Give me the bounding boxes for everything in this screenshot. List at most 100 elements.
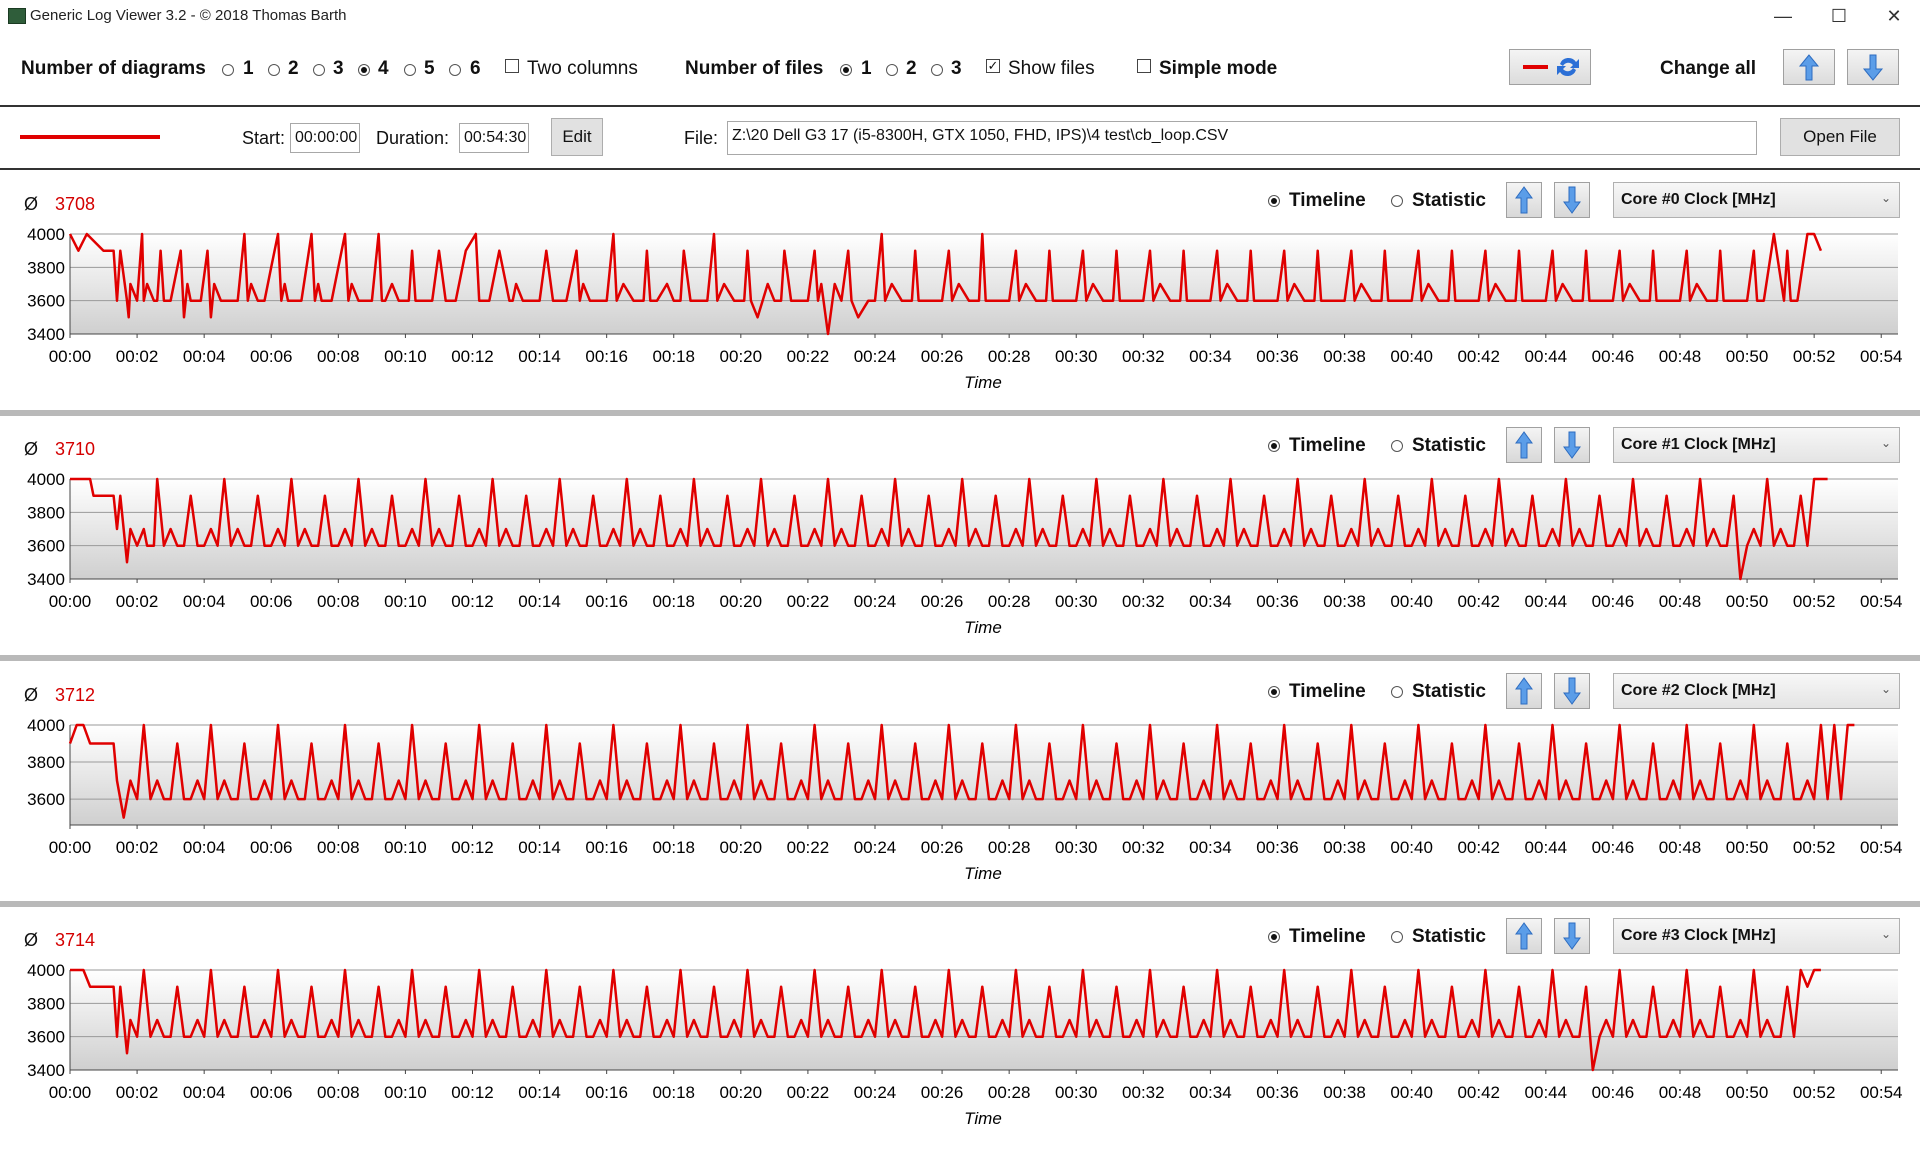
timeline-chart[interactable]: 3400 3600 3800 4000 00:00 00:02 00:04 00:06 00:0… [0, 958, 1920, 1154]
x-tick-label: 00:00 [49, 838, 92, 857]
x-tick-label: 00:28 [988, 1083, 1031, 1102]
x-tick-label: 00:42 [1457, 1083, 1500, 1102]
timeline-radio[interactable] [1268, 686, 1280, 698]
files-radio-2[interactable] [886, 64, 898, 76]
panel-separator[interactable] [0, 410, 1920, 416]
statistic-radio[interactable] [1391, 686, 1403, 698]
move-diagram-up-button[interactable] [1506, 427, 1542, 463]
x-tick-label: 00:44 [1525, 592, 1568, 611]
x-tick-label: 00:04 [183, 592, 226, 611]
diagrams-radio-5[interactable] [404, 64, 416, 76]
file-path-field[interactable]: Z:\20 Dell G3 17 (i5-8300H, GTX 1050, FH… [727, 121, 1757, 155]
move-diagram-up-button[interactable] [1506, 182, 1542, 218]
simple-mode-checkbox[interactable] [1137, 59, 1151, 73]
statistic-radio[interactable] [1391, 440, 1403, 452]
timeline-chart[interactable]: 3400 3600 3800 4000 00:00 00:02 00:04 00:06 00:0… [0, 467, 1920, 663]
x-tick-label: 00:46 [1592, 838, 1635, 857]
arrow-down-icon [1563, 677, 1581, 705]
show-files-checkbox[interactable]: ✓ [986, 58, 1000, 73]
x-tick-label: 00:26 [921, 592, 964, 611]
timeline-chart[interactable]: 3600 3800 4000 00:00 00:02 00:04 00:06 00:08 00:… [0, 713, 1920, 909]
files-radio-3[interactable] [931, 64, 943, 76]
diagrams-radio-3[interactable] [313, 64, 325, 76]
diagrams-radio-4[interactable] [358, 64, 370, 76]
move-diagram-down-button[interactable] [1554, 427, 1590, 463]
panel-separator[interactable] [0, 655, 1920, 661]
x-tick-label: 00:42 [1457, 592, 1500, 611]
files-radio-1[interactable] [840, 64, 852, 76]
arrow-down-icon [1563, 431, 1581, 459]
duration-field[interactable]: 00:54:30 [459, 123, 529, 153]
x-tick-label: 00:40 [1390, 347, 1433, 366]
x-tick-label: 00:32 [1122, 347, 1165, 366]
series-dropdown[interactable]: Core #3 Clock [MHz] ⌄ [1613, 918, 1900, 954]
minimize-button[interactable]: — [1774, 6, 1792, 26]
series-line [68, 232, 1823, 336]
timeline-radio[interactable] [1268, 931, 1280, 943]
diagrams-radio-1[interactable] [222, 64, 234, 76]
swap-color-button[interactable] [1509, 49, 1591, 85]
statistic-radio[interactable] [1391, 195, 1403, 207]
series-line [70, 477, 1828, 581]
move-all-down-button[interactable] [1847, 49, 1899, 85]
move-diagram-up-button[interactable] [1506, 673, 1542, 709]
number-of-files-label: Number of files [685, 58, 824, 79]
x-tick-label: 00:08 [317, 592, 360, 611]
timeline-radio[interactable] [1268, 440, 1280, 452]
y-tick-label: 3400 [27, 570, 65, 589]
maximize-button[interactable]: ☐ [1830, 6, 1848, 26]
x-tick-label: 00:44 [1525, 347, 1568, 366]
x-tick-label: 00:06 [250, 838, 293, 857]
move-diagram-down-button[interactable] [1554, 182, 1590, 218]
x-tick-label: 00:18 [652, 1083, 695, 1102]
x-tick-label: 00:18 [652, 592, 695, 611]
average-symbol: Ø [24, 439, 39, 459]
average-value: 3712 [55, 685, 96, 705]
diagrams-radio-6[interactable] [449, 64, 461, 76]
start-field[interactable]: 00:00:00 [290, 123, 360, 153]
chevron-down-icon: ⌄ [1880, 436, 1891, 450]
x-tick-label: 00:14 [518, 347, 561, 366]
y-tick-label: 4000 [27, 225, 65, 244]
x-tick-label: 00:08 [317, 838, 360, 857]
statistic-radio[interactable] [1391, 931, 1403, 943]
timeline-radio[interactable] [1268, 195, 1280, 207]
x-tick-label: 00:08 [317, 347, 360, 366]
x-tick-label: 00:20 [720, 592, 763, 611]
edit-button[interactable]: Edit [551, 118, 603, 156]
x-tick-label: 00:22 [787, 1083, 830, 1102]
series-dropdown[interactable]: Core #2 Clock [MHz] ⌄ [1613, 673, 1900, 709]
y-tick-label: 4000 [27, 716, 65, 735]
close-button[interactable]: ✕ [1886, 6, 1902, 26]
x-tick-label: 00:06 [250, 347, 293, 366]
open-file-button[interactable]: Open File [1780, 118, 1900, 156]
two-columns-checkbox[interactable] [505, 59, 519, 73]
average-value: 3708 [55, 194, 96, 214]
move-diagram-down-button[interactable] [1554, 918, 1590, 954]
x-tick-label: 00:42 [1457, 838, 1500, 857]
average-value: 3710 [55, 439, 96, 459]
series-dropdown[interactable]: Core #1 Clock [MHz] ⌄ [1613, 427, 1900, 463]
diagrams-radio-2[interactable] [268, 64, 280, 76]
move-all-up-button[interactable] [1783, 49, 1835, 85]
chevron-down-icon: ⌄ [1880, 191, 1891, 205]
chevron-down-icon: ⌄ [1880, 682, 1891, 696]
x-tick-label: 00:26 [921, 1083, 964, 1102]
diagram-panel-0: Ø 3708 Timeline Statistic Core #0 Clock … [0, 182, 1920, 418]
x-tick-label: 00:08 [317, 1083, 360, 1102]
x-tick-label: 00:18 [652, 838, 695, 857]
x-tick-label: 00:28 [988, 347, 1031, 366]
y-tick-label: 3400 [27, 325, 65, 344]
two-columns-label: Two columns [527, 58, 638, 79]
timeline-chart[interactable]: 3400 3600 3800 4000 00:00 00:02 00:04 00:06 00:0… [0, 222, 1920, 418]
x-tick-label: 00:10 [384, 838, 427, 857]
panel-separator[interactable] [0, 901, 1920, 907]
x-tick-label: 00:34 [1189, 1083, 1232, 1102]
move-diagram-down-button[interactable] [1554, 673, 1590, 709]
move-diagram-up-button[interactable] [1506, 918, 1542, 954]
x-tick-label: 00:22 [787, 838, 830, 857]
series-dropdown[interactable]: Core #0 Clock [MHz] ⌄ [1613, 182, 1900, 218]
x-tick-label: 00:22 [787, 592, 830, 611]
file-toolbar: Start: 00:00:00 Duration: 00:54:30 Edit … [0, 108, 1920, 166]
x-tick-label: 00:10 [384, 592, 427, 611]
